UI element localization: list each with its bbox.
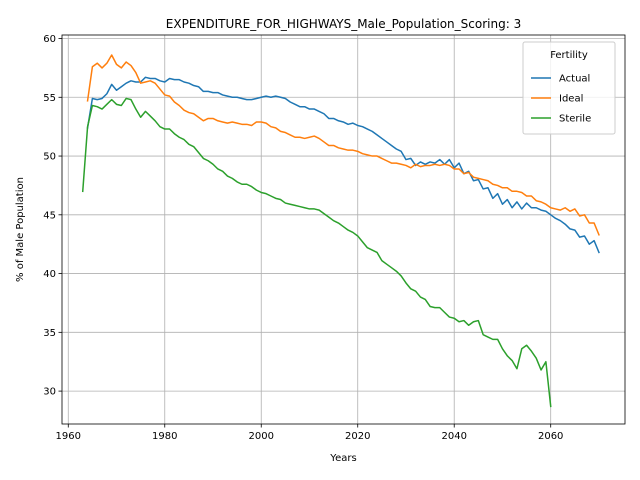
legend-label-actual: Actual <box>559 74 590 85</box>
x-tick-label: 2000 <box>249 431 274 442</box>
series-layer <box>81 54 600 408</box>
chart-title: EXPENDITURE_FOR_HIGHWAYS_Male_Population… <box>166 17 521 31</box>
plot-frame <box>61 34 626 425</box>
series-line-ideal <box>86 54 600 236</box>
y-tick-label: 50 <box>43 152 56 163</box>
y-tick-label: 60 <box>43 34 56 45</box>
legend-title: Fertility <box>550 50 588 61</box>
legend: Fertility Actual Ideal Sterile <box>522 41 616 135</box>
x-tick-label: 2060 <box>538 431 563 442</box>
grid <box>62 35 625 424</box>
legend-items: Actual Ideal Sterile <box>531 74 591 125</box>
y-tick-label: 40 <box>43 269 56 280</box>
x-tick-label: 1960 <box>56 431 81 442</box>
legend-box <box>522 41 616 135</box>
series-line-actual <box>86 76 600 254</box>
legend-label-sterile: Sterile <box>559 114 591 125</box>
y-tick-label: 45 <box>43 210 56 221</box>
legend-label-ideal: Ideal <box>559 94 583 105</box>
x-axis-label: Years <box>329 453 356 464</box>
y-tick-label: 30 <box>43 387 56 398</box>
x-tick-label: 2020 <box>345 431 370 442</box>
ticks: 1960 1980 2000 2020 2040 2060 30 35 40 45 50 55 60 <box>43 34 563 442</box>
y-axis-label: % of Male Population <box>15 177 26 282</box>
y-tick-label: 55 <box>43 93 56 104</box>
x-tick-label: 1980 <box>152 431 177 442</box>
x-tick-label: 2040 <box>441 431 466 442</box>
series-line-sterile <box>81 97 552 408</box>
y-tick-label: 35 <box>43 328 56 339</box>
